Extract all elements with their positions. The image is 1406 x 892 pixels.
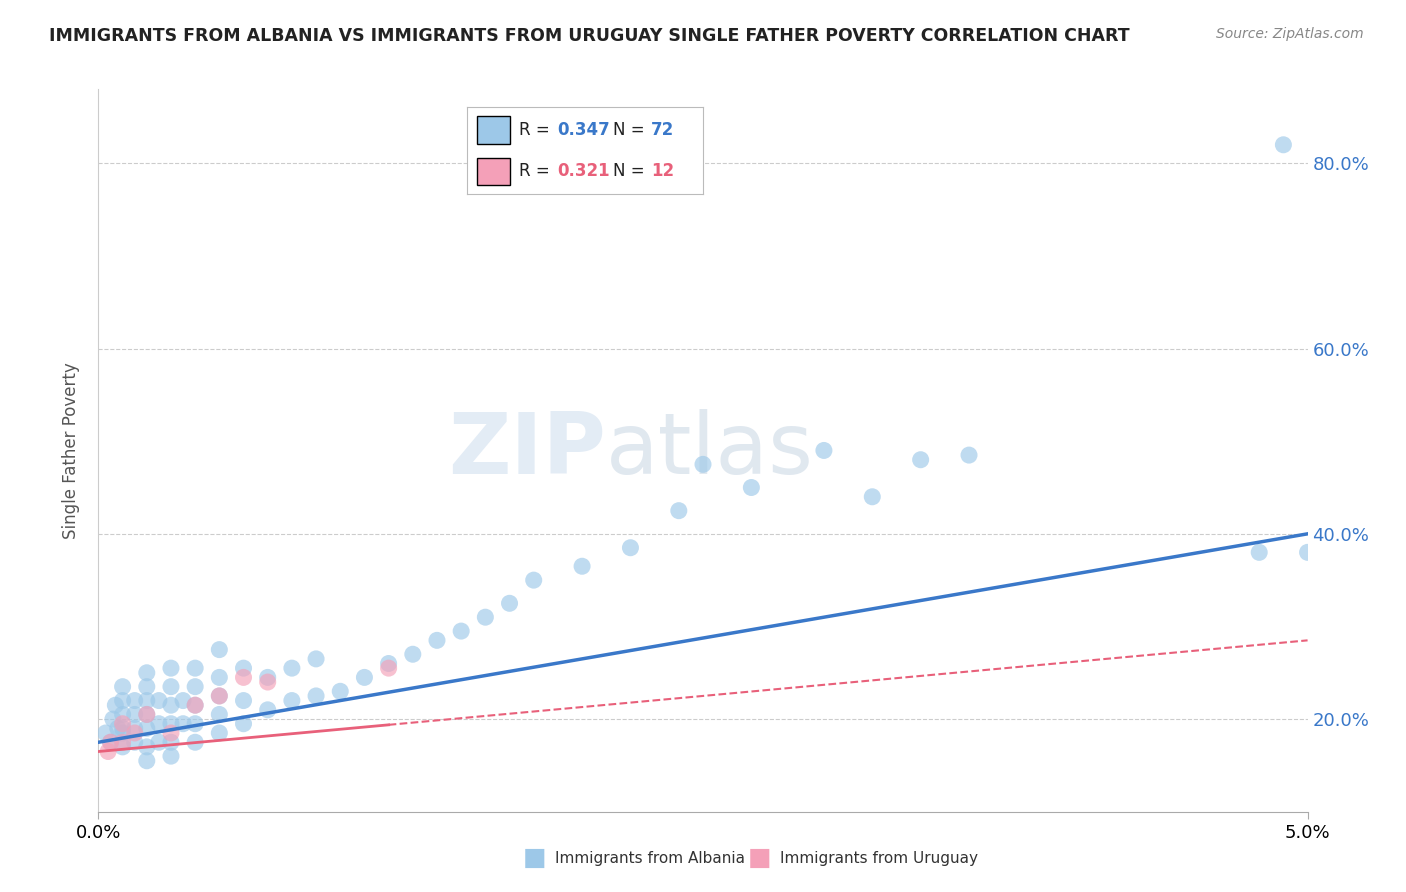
Point [208, 642, 231, 657]
Point [172, 693, 194, 707]
Point [910, 452, 932, 467]
Point [184, 716, 207, 731]
Point [232, 716, 254, 731]
Point [135, 754, 157, 768]
Point [124, 707, 146, 722]
Point [100, 735, 122, 749]
Point [305, 689, 328, 703]
Point [208, 689, 231, 703]
Point [160, 749, 183, 764]
Point [124, 693, 146, 707]
Point [111, 693, 134, 707]
Point [377, 657, 399, 671]
Text: Immigrants from Uruguay: Immigrants from Uruguay [780, 851, 979, 865]
Point [860, 490, 883, 504]
Point [208, 707, 231, 722]
Point [256, 703, 278, 717]
Point [111, 739, 134, 754]
Point [957, 448, 980, 462]
Point [94, 726, 117, 740]
Point [97, 744, 120, 758]
Point [135, 680, 157, 694]
Point [740, 481, 762, 495]
Point [450, 624, 472, 639]
Point [135, 665, 157, 680]
Point [813, 443, 835, 458]
Point [232, 661, 254, 675]
Point [124, 726, 146, 740]
Point [148, 716, 170, 731]
Point [426, 633, 449, 648]
Point [184, 698, 207, 713]
Point [256, 670, 278, 684]
Point [160, 680, 183, 694]
Point [329, 684, 352, 698]
Point [100, 735, 122, 749]
Text: ZIP: ZIP [449, 409, 606, 492]
Point [184, 735, 207, 749]
Point [111, 722, 134, 736]
Point [148, 693, 170, 707]
Point [256, 675, 278, 690]
Point [160, 726, 183, 740]
Text: ■: ■ [748, 847, 770, 870]
Point [148, 735, 170, 749]
Point [135, 707, 157, 722]
Point [107, 722, 129, 736]
Point [232, 670, 254, 684]
Text: Immigrants from Albania: Immigrants from Albania [555, 851, 745, 865]
Point [184, 680, 207, 694]
Point [281, 693, 304, 707]
Point [377, 661, 399, 675]
Point [160, 735, 183, 749]
Text: IMMIGRANTS FROM ALBANIA VS IMMIGRANTS FROM URUGUAY SINGLE FATHER POVERTY CORRELA: IMMIGRANTS FROM ALBANIA VS IMMIGRANTS FR… [49, 27, 1130, 45]
Point [111, 726, 134, 740]
Text: Source: ZipAtlas.com: Source: ZipAtlas.com [1216, 27, 1364, 41]
Point [135, 693, 157, 707]
Y-axis label: Single Father Poverty: Single Father Poverty [62, 362, 80, 539]
Point [208, 670, 231, 684]
Point [498, 596, 520, 610]
Text: atlas: atlas [606, 409, 814, 492]
Point [281, 661, 304, 675]
Point [135, 722, 157, 736]
Point [135, 739, 157, 754]
Point [208, 726, 231, 740]
Text: ■: ■ [523, 847, 546, 870]
Point [104, 698, 127, 713]
Point [668, 503, 690, 517]
Point [232, 693, 254, 707]
Point [111, 680, 134, 694]
Point [692, 458, 714, 472]
Point [101, 712, 124, 726]
Point [1272, 137, 1295, 152]
Point [160, 716, 183, 731]
Point [111, 735, 134, 749]
Point [1249, 545, 1271, 559]
Point [160, 698, 183, 713]
Point [1296, 545, 1319, 559]
Point [160, 661, 183, 675]
Point [571, 559, 593, 574]
Point [523, 573, 546, 587]
Point [208, 689, 231, 703]
Point [184, 698, 207, 713]
Point [111, 716, 134, 731]
Point [135, 707, 157, 722]
Point [402, 647, 425, 661]
Point [111, 707, 134, 722]
Point [124, 735, 146, 749]
Point [619, 541, 641, 555]
Point [353, 670, 375, 684]
Point [124, 722, 146, 736]
Point [305, 652, 328, 666]
Point [474, 610, 496, 624]
Point [172, 716, 194, 731]
Point [184, 661, 207, 675]
